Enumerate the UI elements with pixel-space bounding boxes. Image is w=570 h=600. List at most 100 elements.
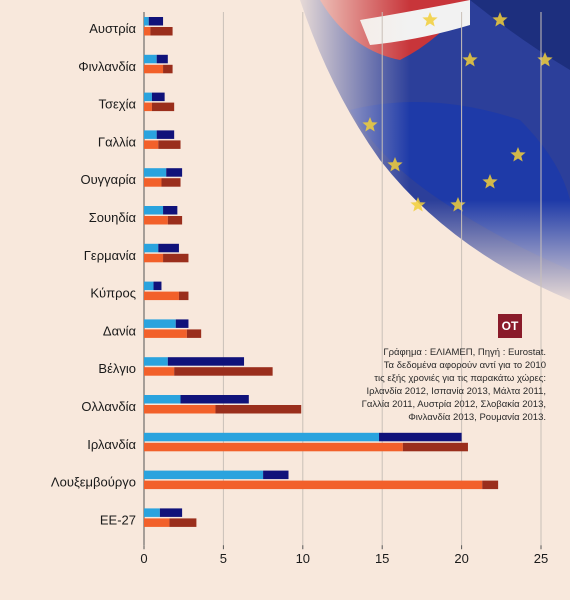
bar-top-light xyxy=(144,17,149,26)
bar-bottom-light xyxy=(144,442,403,452)
bar-top-light xyxy=(144,168,167,177)
bar-bottom-dark xyxy=(186,329,202,338)
star-icon xyxy=(510,147,526,162)
bar-bottom-light xyxy=(144,178,162,187)
category-label: Τσεχία xyxy=(98,97,136,112)
bar-top-dark xyxy=(153,281,162,291)
star-icon xyxy=(422,12,438,27)
star-icon xyxy=(537,52,553,67)
bar-bottom-dark xyxy=(482,480,499,490)
bar-bottom-light xyxy=(144,518,170,527)
bar-bottom-dark xyxy=(161,178,181,187)
bar-top-light xyxy=(144,130,157,139)
source-note: Γράφημα : ΕΛΙΑΜΕΠ, Πηγή : Eurostat. Τα δ… xyxy=(340,346,546,424)
bar-top-light xyxy=(144,470,264,480)
category-label: Ιρλανδία xyxy=(87,437,136,452)
star-icon xyxy=(387,157,403,172)
star-icon xyxy=(492,12,508,27)
x-tick-label: 10 xyxy=(296,551,310,566)
bar-top-light xyxy=(144,281,154,291)
star-icon xyxy=(462,52,478,67)
background-flags-image xyxy=(290,0,570,320)
category-label: Κύπρος xyxy=(90,286,136,301)
note-line: Φινλανδία 2013, Ρουμανία 2013. xyxy=(408,412,546,423)
bar-bottom-light xyxy=(144,64,164,74)
bar-bottom-dark xyxy=(150,27,173,36)
bar-bottom-light xyxy=(144,480,483,490)
bar-bottom-dark xyxy=(215,405,302,414)
bar-top-dark xyxy=(148,17,164,26)
bar-top-light xyxy=(144,357,168,366)
bar-top-dark xyxy=(159,508,183,517)
bar-top-dark xyxy=(158,243,179,253)
bar-top-dark xyxy=(166,168,183,177)
category-label: Σουηδία xyxy=(89,210,137,225)
category-label: ΕΕ-27 xyxy=(100,512,136,527)
bar-top-dark xyxy=(156,130,175,139)
bar-bottom-dark xyxy=(163,64,173,74)
bar-top-light xyxy=(144,319,176,328)
bar-bottom-dark xyxy=(163,253,189,263)
star-icon xyxy=(362,117,378,132)
ot-logo: OT xyxy=(498,314,522,338)
bar-top-light xyxy=(144,508,160,517)
bar-top-light xyxy=(144,395,181,404)
note-line: Γράφημα : ΕΛΙΑΜΕΠ, Πηγή : Eurostat. xyxy=(383,347,546,358)
bar-bottom-light xyxy=(144,329,187,338)
note-line: Τα δεδομένα αφορούν αντί για το 2010 xyxy=(383,360,546,371)
bar-top-dark xyxy=(156,54,168,64)
bar-top-light xyxy=(144,54,157,64)
bar-bottom-light xyxy=(144,405,216,414)
star-icon xyxy=(410,197,426,212)
bar-bottom-dark xyxy=(178,291,189,301)
bar-bottom-light xyxy=(144,216,168,225)
x-tick-label: 15 xyxy=(375,551,389,566)
bar-top-light xyxy=(144,432,380,442)
x-tick-label: 0 xyxy=(140,551,147,566)
bar-top-dark xyxy=(151,92,165,102)
bar-bottom-dark xyxy=(151,102,175,112)
bar-bottom-light xyxy=(144,102,152,112)
x-tick-label: 25 xyxy=(534,551,548,566)
note-line: τις εξής χρονιές για τις παρακάτω χώρες: xyxy=(374,373,546,384)
note-line: Γαλλία 2011, Αυστρία 2012, Σλοβακία 2013… xyxy=(361,399,546,410)
bar-top-dark xyxy=(163,206,178,215)
x-axis-ticks: 0 5 10 15 20 25 xyxy=(140,545,548,566)
category-label: Δανία xyxy=(103,323,137,338)
flag-fade xyxy=(290,200,570,310)
category-label: Ουγγαρία xyxy=(80,172,136,187)
star-icon xyxy=(482,174,498,189)
category-labels: Αυστρία Φινλανδία Τσεχία Γαλλία Ουγγαρία Σουη… xyxy=(51,21,137,527)
category-label: Γαλλία xyxy=(98,134,137,149)
bar-bottom-light xyxy=(144,291,179,301)
bar-top-dark xyxy=(263,470,289,480)
bar-top-dark xyxy=(379,432,462,442)
bar-top-dark xyxy=(180,395,249,404)
x-tick-label: 5 xyxy=(220,551,227,566)
bar-bottom-light xyxy=(144,140,159,149)
bar-bottom-dark xyxy=(169,518,197,527)
bar-bottom-dark xyxy=(167,216,183,225)
category-label: Φινλανδία xyxy=(78,59,136,74)
bar-top-light xyxy=(144,206,164,215)
bar-top-dark xyxy=(167,357,245,366)
x-tick-label: 20 xyxy=(454,551,468,566)
bars xyxy=(144,17,499,527)
bar-bottom-dark xyxy=(158,140,181,149)
bar-top-dark xyxy=(175,319,189,328)
bar-bottom-light xyxy=(144,367,175,376)
bar-top-light xyxy=(144,92,152,102)
bar-bottom-light xyxy=(144,27,151,36)
note-line: Ιρλανδία 2012, Ισπανία 2013, Μάλτα 2011, xyxy=(366,386,546,397)
category-label: Αυστρία xyxy=(89,21,136,36)
bar-bottom-dark xyxy=(402,442,468,452)
star-icon xyxy=(450,197,466,212)
category-label: Βέλγιο xyxy=(98,361,136,376)
category-label: Λουξεμβούργο xyxy=(51,475,136,490)
bar-top-light xyxy=(144,243,159,253)
bar-bottom-light xyxy=(144,253,164,263)
bar-bottom-dark xyxy=(174,367,273,376)
category-label: Ολλανδία xyxy=(81,399,136,414)
